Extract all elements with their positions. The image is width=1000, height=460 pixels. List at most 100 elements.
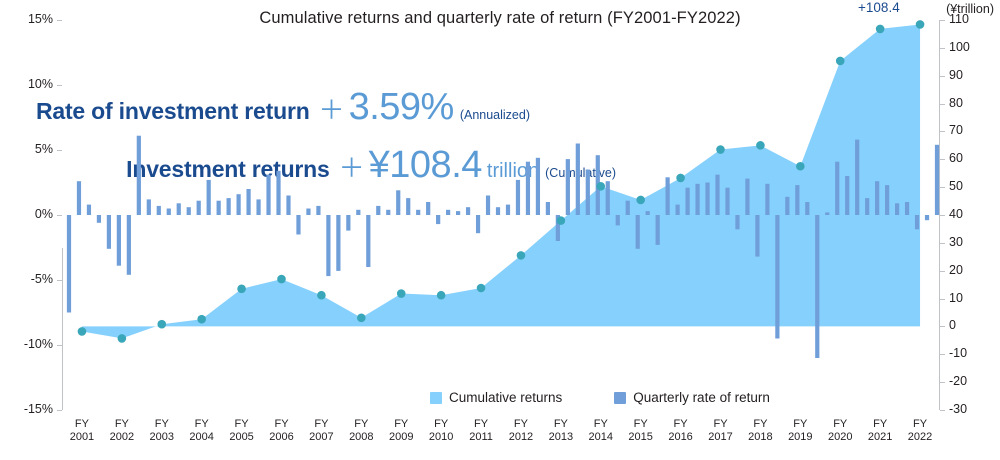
cumulative-marker [197,314,206,324]
x-axis-tick-label: FY 2021 [867,418,893,444]
right-axis-tick [940,131,945,133]
cumulative-marker [756,141,765,150]
quarterly-bar [116,215,121,266]
series-layer [66,20,940,358]
legend-label-quarterly: Quarterly rate of return [633,390,770,405]
quarterly-bar [266,174,271,215]
left-axis-tick [57,150,62,151]
quarterly-bar [86,204,92,215]
quarterly-bar [855,139,860,215]
quarterly-bar [845,176,850,215]
left-axis-tick-label: 10% [27,77,53,91]
cumulative-marker [436,290,446,300]
x-axis-tick-label: FY 2022 [907,418,933,444]
cumulative-end-annotation: +108.4 [858,0,900,16]
right-axis-tick [940,159,945,161]
cumulative-marker [516,251,526,260]
left-axis-tick [57,215,62,216]
x-axis-tick-label: FY 2004 [189,418,214,444]
quarterly-bar [106,215,111,249]
x-axis-tick-label: FY 2019 [788,418,813,444]
legend-item-quarterly: Quarterly rate of return [614,390,770,405]
quarterly-bar [725,187,730,215]
quarterly-bar [815,215,820,358]
cumulative-marker [556,216,566,225]
right-axis-tick [940,298,945,300]
right-axis-tick [940,354,945,356]
quarterly-bar [555,215,560,241]
quarterly-bar [356,209,361,215]
quarterly-bar [535,157,541,215]
quarterly-bar [924,215,930,221]
right-axis-tick-label: 100 [949,39,970,54]
quarterly-bar [66,215,72,313]
right-axis-tick [940,326,945,328]
right-axis-tick-label: -20 [949,374,968,389]
quarterly-bar [186,207,191,215]
quarterly-bar [705,182,710,215]
quarterly-bar [625,200,630,215]
x-axis-tick-label: FY 2008 [349,418,374,444]
quarterly-bar [126,215,131,275]
x-axis-tick-label: FY 2003 [149,418,174,444]
headline-rate-note: (Annualized) [459,108,530,122]
quarterly-bar [885,185,890,215]
cumulative-marker [796,161,805,171]
cumulative-marker [915,20,925,29]
quarterly-bar [755,215,760,257]
x-axis-tick-label: FY 2012 [508,418,534,444]
quarterly-bar [795,185,800,215]
quarterly-bar [735,215,740,230]
quarterly-bar [366,215,371,267]
right-axis-tick-label: 60 [949,151,963,166]
left-axis-tick [57,345,62,346]
cumulative-marker [277,274,286,284]
quarterly-bar [386,209,391,215]
x-axis-tick-label: FY 2017 [708,418,733,444]
quarterly-bar [376,205,381,215]
x-axis-tick-label: FY 2013 [548,418,574,444]
quarterly-bar [456,211,461,215]
cumulative-marker [716,145,725,154]
cumulative-marker [676,173,685,183]
right-axis-tick [940,242,945,244]
quarterly-bar [715,174,720,215]
quarterly-bar [695,183,700,215]
right-axis-tick [940,215,945,216]
cumulative-marker [357,313,366,323]
right-axis-tick-label: 90 [949,67,963,82]
cumulative-marker [117,334,127,343]
left-axis-tick [57,410,62,411]
quarterly-bar [156,205,161,215]
headline-rate-plus: ＋ [318,95,345,125]
cumulative-marker [317,290,326,300]
legend-swatch-quarterly [614,391,627,404]
quarterly-bar [785,196,790,215]
right-axis-tick [940,410,945,411]
cumulative-marker [157,319,167,329]
headline-returns-value: ¥108.4 [368,144,483,186]
quarterly-bar [745,178,750,215]
left-axis-tick-label: 15% [27,12,53,26]
quarterly-bar [665,177,670,215]
quarterly-bar [346,215,351,231]
right-axis-tick [940,75,945,77]
quarterly-bar [485,195,491,215]
quarterly-bar [465,207,471,215]
quarterly-bar [206,179,211,215]
cumulative-marker [875,24,885,34]
headline-rate-row: Rate of investment return ＋ 3.59% (Annua… [0,88,640,126]
left-axis-tick [57,85,62,86]
quarterly-bar [615,215,620,226]
quarterly-bar [835,161,840,215]
quarterly-bar [446,209,451,215]
right-axis-tick-label: 0 [949,318,956,333]
cumulative-marker [396,289,406,298]
left-axis-line [62,248,63,410]
quarterly-bar [396,190,401,215]
cumulative-marker [237,284,246,294]
cumulative-marker [596,182,606,191]
x-axis-tick-label: FY 2006 [269,418,294,444]
right-axis-tick-label: 70 [949,123,963,138]
